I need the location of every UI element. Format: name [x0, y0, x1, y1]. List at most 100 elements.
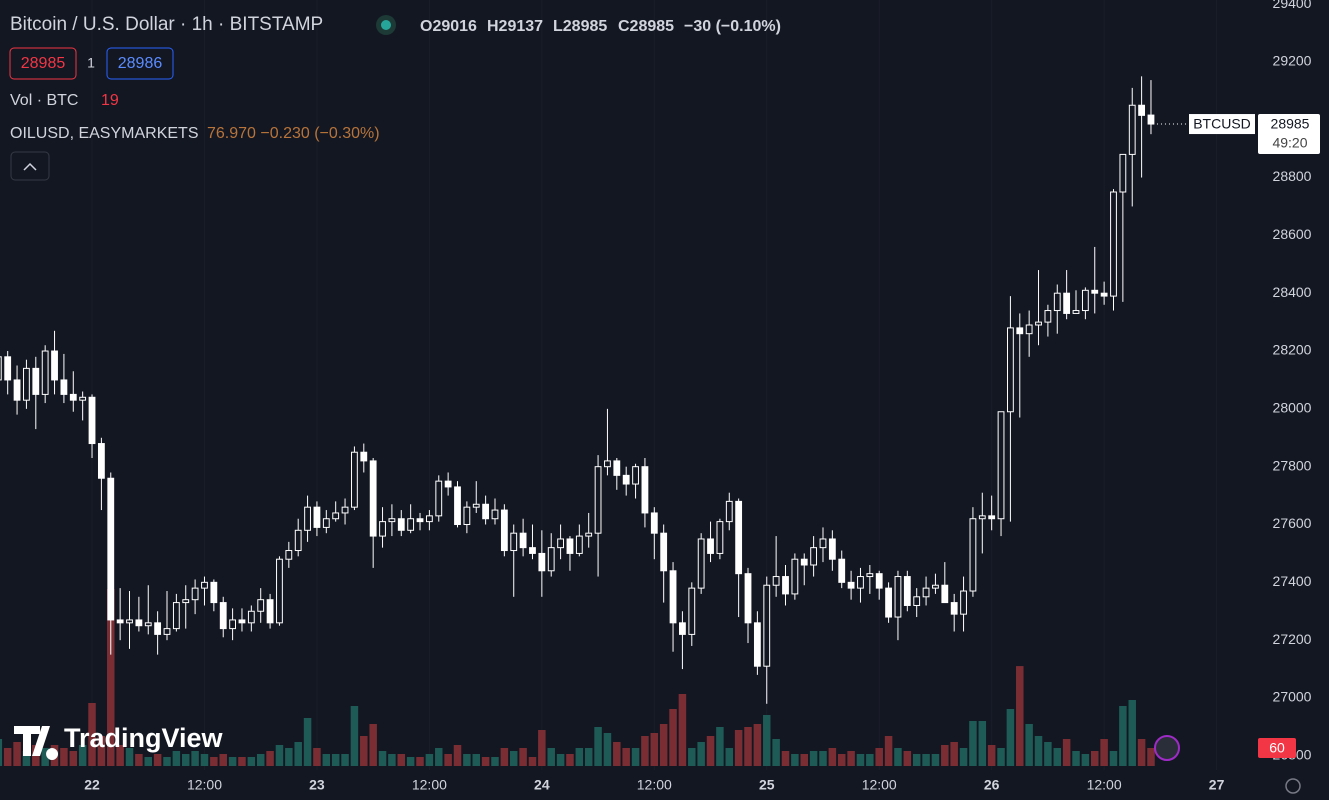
logo-icon	[14, 726, 59, 760]
volume-bar	[847, 751, 855, 766]
candle-body	[454, 486, 461, 526]
y-tick-label: 28600	[1273, 226, 1312, 242]
candle-body	[913, 596, 921, 606]
candle-body	[0, 356, 2, 381]
volume-bar	[734, 730, 743, 766]
volume-bar	[931, 754, 940, 766]
candle-body	[988, 515, 996, 520]
watermark-text: TradingView	[64, 723, 224, 753]
sell-price[interactable]: 28985	[21, 55, 66, 72]
volume-bar	[631, 748, 640, 766]
volume-bar	[191, 751, 199, 766]
candle-body	[191, 587, 199, 601]
volume-bar	[97, 736, 106, 766]
candle-body	[500, 509, 508, 552]
volume-bar	[275, 745, 284, 766]
volume-bar	[41, 748, 49, 766]
candle-body	[425, 515, 433, 523]
settings-icon[interactable]	[1285, 778, 1301, 794]
candle-body	[182, 599, 190, 604]
volume-bar	[613, 742, 621, 766]
volume-bar	[959, 748, 968, 766]
volume-bar	[294, 742, 302, 766]
y-tick-label: 27600	[1273, 515, 1312, 531]
y-tick-label: 28400	[1273, 284, 1312, 300]
volume-bar	[894, 748, 902, 766]
legend-close: C28985	[618, 18, 674, 35]
volume-bar	[247, 757, 256, 766]
candle-body	[1138, 104, 1146, 116]
candle-body	[397, 518, 405, 531]
volume-bar	[22, 751, 31, 766]
candle-body	[819, 538, 827, 549]
volume-bar	[406, 757, 415, 766]
candle-body	[838, 558, 846, 583]
x-tick-label: 12:00	[637, 777, 672, 793]
volume-bar	[1006, 709, 1015, 766]
collapse-icon[interactable]	[23, 162, 37, 171]
volume-bar	[941, 745, 949, 766]
candle-body	[266, 599, 274, 624]
volume-bar	[725, 748, 734, 766]
flag-icon[interactable]	[1154, 735, 1180, 761]
volume-bar	[969, 721, 977, 766]
volume-bar	[641, 736, 649, 766]
candle-body	[116, 619, 124, 624]
candle-body	[172, 602, 180, 630]
candle-body	[613, 460, 621, 476]
candle-body	[1044, 310, 1052, 323]
volume-bar	[828, 748, 837, 766]
collapse-button[interactable]	[10, 151, 50, 181]
candle-body	[1119, 153, 1127, 193]
x-tick-label: 12:00	[187, 777, 222, 793]
watermark: TradingView	[14, 723, 224, 760]
volume-bar	[341, 754, 349, 766]
candle-body	[369, 460, 377, 537]
volume-bar	[163, 757, 171, 766]
candle-body	[875, 573, 883, 589]
candle-body	[604, 460, 611, 468]
volume-bar	[144, 757, 153, 766]
y-tick-label: 29200	[1273, 53, 1312, 69]
volume-bar	[153, 754, 162, 766]
volume-bar	[453, 745, 462, 766]
candle-body	[285, 550, 293, 560]
volume-bar	[1072, 751, 1080, 766]
volume-bar	[285, 748, 293, 766]
candle-body	[482, 503, 490, 520]
volume-bar	[884, 736, 893, 766]
candle-body	[566, 538, 574, 554]
candle-body	[547, 547, 555, 572]
status-dot	[381, 20, 391, 30]
candle-body	[641, 466, 649, 514]
candle-body	[360, 451, 368, 462]
candle-body	[229, 619, 236, 630]
candle-body	[978, 515, 986, 520]
volume-bar	[997, 748, 1005, 766]
volume-bar	[538, 730, 546, 766]
legend-open: O29016	[420, 18, 477, 35]
volume-bar	[181, 754, 190, 766]
volume-layer	[0, 589, 1155, 766]
candle-body	[341, 506, 349, 514]
sell-button[interactable]	[9, 47, 77, 80]
candle-body	[735, 500, 743, 575]
candle-body	[201, 581, 208, 589]
y-tick-label: 28000	[1273, 400, 1312, 416]
candle-body	[247, 610, 255, 624]
buy-button[interactable]	[106, 47, 174, 80]
symbol-label: BTCUSD	[1193, 116, 1251, 132]
volume-bar	[463, 754, 471, 766]
y-tick-label: 27200	[1273, 631, 1312, 647]
candle-body	[707, 538, 714, 554]
candle-body	[941, 584, 949, 604]
candle-body	[585, 532, 593, 537]
volume-bar	[425, 754, 434, 766]
volume-legend: Vol · BTC	[10, 92, 78, 109]
candle-body	[575, 535, 583, 554]
candle-body	[1091, 289, 1099, 294]
candle-body	[922, 587, 930, 598]
candle-body	[772, 576, 780, 586]
volume-bar	[1053, 748, 1062, 766]
buy-price[interactable]: 28986	[118, 55, 163, 72]
